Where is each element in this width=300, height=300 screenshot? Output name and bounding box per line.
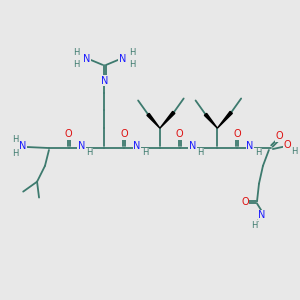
Text: N: N: [246, 141, 254, 151]
Text: O: O: [120, 129, 128, 139]
Text: N: N: [83, 54, 90, 64]
Text: N: N: [189, 141, 196, 151]
Text: H: H: [251, 221, 257, 230]
Text: N: N: [101, 76, 108, 85]
Text: N: N: [258, 210, 266, 220]
Text: H: H: [74, 60, 80, 69]
Text: N: N: [118, 54, 126, 64]
Text: H: H: [12, 135, 18, 144]
Text: O: O: [233, 129, 241, 139]
Text: N: N: [78, 141, 85, 151]
Text: H: H: [292, 148, 298, 157]
Text: H: H: [86, 148, 93, 158]
Text: N: N: [20, 141, 27, 151]
Text: O: O: [284, 140, 292, 150]
Text: O: O: [176, 129, 184, 139]
Text: H: H: [12, 149, 18, 158]
Text: O: O: [276, 131, 284, 141]
Text: O: O: [241, 196, 249, 206]
Text: O: O: [65, 129, 73, 139]
Text: H: H: [255, 148, 261, 158]
Polygon shape: [204, 113, 218, 128]
Text: H: H: [197, 148, 204, 158]
Text: H: H: [74, 48, 80, 57]
Polygon shape: [147, 113, 160, 128]
Text: N: N: [134, 141, 141, 151]
Polygon shape: [218, 111, 232, 128]
Text: H: H: [129, 60, 135, 69]
Text: H: H: [129, 48, 135, 57]
Polygon shape: [160, 111, 175, 128]
Text: H: H: [142, 148, 148, 158]
